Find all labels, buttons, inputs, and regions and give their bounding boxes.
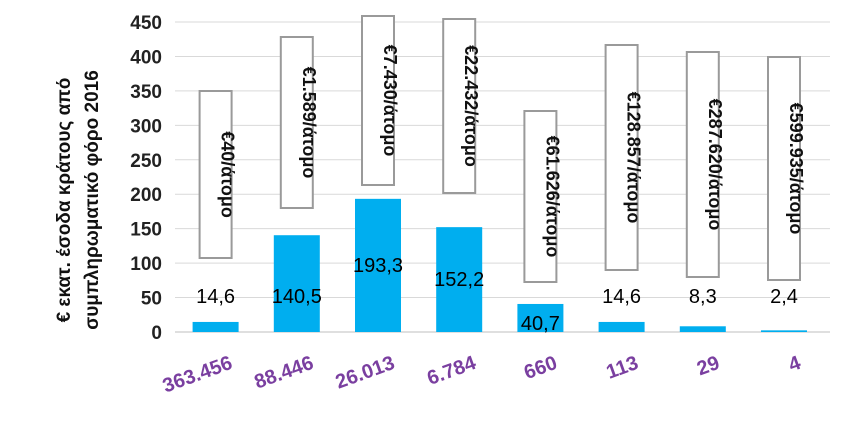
y-tick-label: 300: [130, 116, 162, 137]
y-axis-ticks: 0 50 100 150 200 250 300 350 400 450: [130, 13, 162, 344]
data-label: 152,2: [434, 269, 484, 291]
annotation-text: €1.589/άτομο: [299, 67, 319, 179]
annotation-callout: €61.626/άτομο: [523, 110, 562, 283]
annotation-box: [767, 56, 801, 281]
x-axis-categories: 363.456 88.446 26.013 6.784 660 113 29 4: [160, 352, 805, 398]
bar: [517, 303, 564, 332]
data-label: 40,7: [521, 313, 560, 335]
y-axis-label-line-1: € εκατ. έσοδα κράτους από: [54, 78, 75, 323]
annotation-box: [685, 51, 720, 278]
annotation-text: €61.626/άτομο: [542, 136, 562, 258]
data-label: 193,3: [353, 255, 403, 277]
y-tick-label: 0: [151, 323, 162, 344]
annotation-text: €22.432/άτομο: [461, 45, 481, 167]
annotation-callout: €22.432/άτομο: [442, 18, 481, 194]
x-category-label: 88.446: [252, 352, 317, 394]
y-axis-label-line-2: συμπληρωματικό φόρο 2016: [82, 70, 103, 330]
data-label: 140,5: [272, 286, 322, 308]
bar: [355, 198, 401, 332]
data-label: 2,4: [770, 286, 798, 308]
annotation-text: €128.857/άτομο: [624, 92, 644, 224]
value-labels: 14,6 140,5 193,3 152,2 40,7 14,6 8,3 2,4: [196, 255, 798, 335]
data-label: 8,3: [689, 286, 717, 308]
annotation-text: €7.430/άτομο: [380, 45, 400, 157]
x-category-label: 363.456: [160, 352, 235, 397]
annotation-callout: €7.430/άτομο: [361, 15, 400, 186]
annotation-callout: €287.620/άτομο: [685, 51, 725, 278]
annotation-callout: €1.589/άτομο: [279, 36, 319, 209]
x-category-label: 113: [603, 352, 641, 384]
y-tick-label: 450: [130, 13, 162, 34]
bar: [273, 235, 320, 332]
annotation-text: €40/άτομο: [218, 131, 238, 218]
bar: [679, 326, 726, 332]
bar: [598, 321, 645, 332]
annotations: €40/άτομο €1.589/άτομο €7.430/άτομο €22.432…: [198, 15, 806, 283]
annotation-text: €599.935/άτομο: [786, 103, 806, 235]
bar: [192, 321, 239, 332]
y-tick-label: 100: [130, 254, 162, 275]
y-tick-label: 250: [130, 151, 162, 172]
y-tick-label: 50: [141, 289, 162, 310]
annotation-callout: €599.935/άτομο: [767, 56, 806, 281]
bars: [192, 198, 807, 332]
annotation-callout: €40/άτομο: [198, 90, 238, 259]
x-category-label: 6.784: [424, 352, 479, 390]
bar: [436, 227, 483, 332]
x-category-label: 660: [521, 352, 560, 384]
data-label: 14,6: [602, 286, 641, 308]
y-tick-label: 350: [130, 82, 162, 103]
y-tick-label: 150: [130, 220, 162, 241]
x-category-label: 29: [694, 352, 722, 380]
annotation-box: [198, 90, 233, 259]
y-tick-label: 200: [130, 185, 162, 206]
annotation-box: [279, 36, 314, 209]
annotation-box: [361, 15, 395, 186]
y-tick-label: 400: [130, 47, 162, 68]
x-category-label: 4: [786, 352, 805, 377]
annotation-text: €287.620/άτομο: [705, 99, 725, 231]
data-label: 14,6: [196, 286, 235, 308]
annotation-box: [604, 44, 639, 271]
bar: [761, 330, 807, 332]
annotation-box: [442, 18, 477, 194]
annotation-box: [523, 110, 558, 283]
annotation-callout: €128.857/άτομο: [604, 44, 644, 271]
x-category-label: 26.013: [333, 352, 398, 394]
